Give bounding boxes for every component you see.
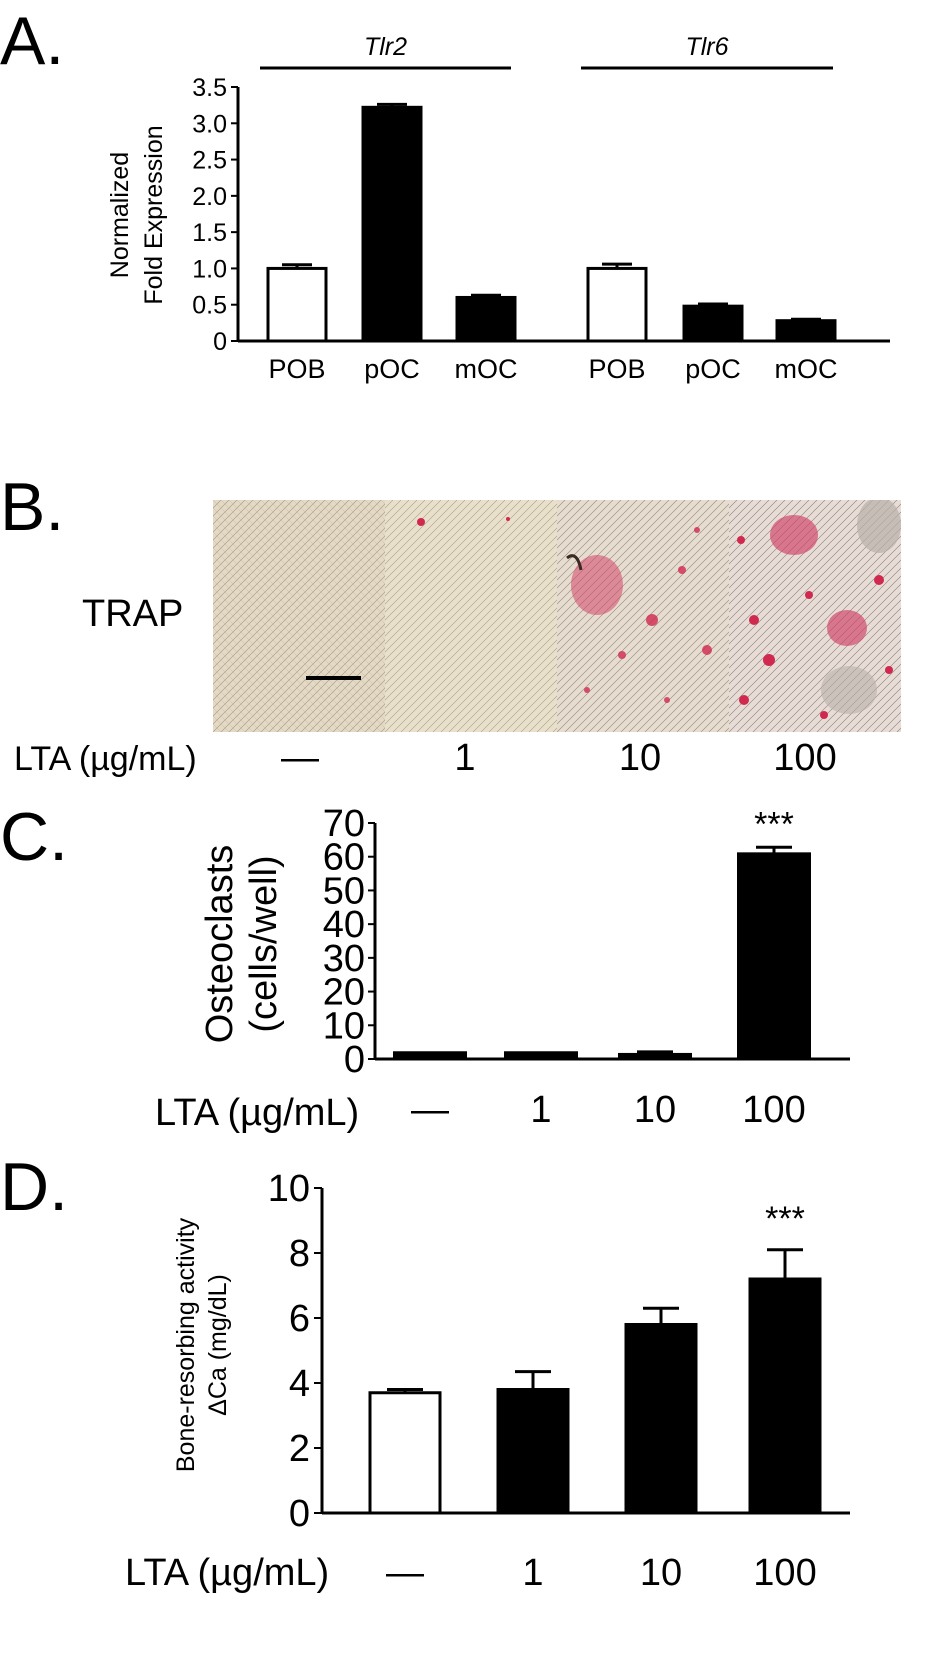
- y-axis-label-line-2: (cells/well): [243, 855, 285, 1032]
- y-tick-label: 2.5: [192, 147, 227, 175]
- y-tick-label: 10: [268, 1168, 310, 1210]
- y-tick-label: 3.5: [192, 74, 227, 102]
- panel-d-letter: D.: [0, 1149, 68, 1225]
- y-tick-label: 30: [323, 938, 365, 980]
- trap-micrograph-lta-100: [729, 500, 901, 732]
- x-tick-label: —: [411, 1089, 449, 1131]
- panel-b-condition-3: 100: [773, 737, 836, 779]
- y-axis-label-line-2: ΔCa (mg/dL): [204, 1274, 232, 1416]
- micrograph-image: [729, 500, 901, 732]
- y-tick-label: 0: [213, 328, 227, 356]
- bar: [361, 105, 423, 343]
- bar: [775, 319, 837, 343]
- chart-panel-a: 0 0.5 1.0 1.5 2.0 2.5 3.0 3.5 Normalized Fold Exp…: [106, 33, 890, 384]
- bar: [496, 1388, 570, 1515]
- bar: [266, 266, 328, 343]
- chart-panel-d: 0 2 4 6 8 10 Bone-resorbing activity ΔCa (mg/dL…: [125, 1168, 850, 1594]
- y-tick-label: 70: [323, 803, 365, 845]
- y-axis-label: Bone-resorbing activity ΔCa (mg/dL): [172, 1217, 232, 1472]
- x-tick-label: POB: [588, 354, 645, 384]
- y-axis-label: Osteoclasts(cells/well): [199, 845, 285, 1044]
- trap-micrograph-lta-10: [557, 500, 729, 732]
- x-axis-label: LTA (µg/mL): [155, 1092, 359, 1134]
- x-tick-label: pOC: [364, 354, 420, 384]
- panel-b-treatment-label: LTA (µg/mL): [14, 740, 197, 778]
- y-tick-label: 50: [323, 870, 365, 912]
- x-tick-label: pOC: [685, 354, 741, 384]
- y-tick-label: 0: [289, 1493, 310, 1535]
- panel-b-condition-0: —: [281, 737, 319, 779]
- y-tick-label: 2.0: [192, 183, 227, 211]
- group-label: Tlr6: [685, 33, 728, 61]
- significance-label: ***: [754, 805, 794, 843]
- x-tick-label: 10: [634, 1089, 676, 1131]
- x-tick-label: mOC: [455, 354, 518, 384]
- x-axis-label: LTA (µg/mL): [125, 1552, 329, 1594]
- group-label: Tlr2: [364, 33, 407, 61]
- bar: [682, 304, 744, 343]
- bar: [368, 1391, 442, 1515]
- bar: [624, 1323, 698, 1515]
- y-tick-label: 8: [289, 1233, 310, 1275]
- trap-micrograph-lta-1: [385, 500, 557, 732]
- x-tick-label: 10: [640, 1552, 682, 1594]
- bar: [737, 852, 811, 1060]
- y-tick-label: 2: [289, 1428, 310, 1470]
- y-tick-label: 10: [323, 1005, 365, 1047]
- y-tick-label: 4: [289, 1363, 310, 1405]
- y-tick-label: 40: [323, 904, 365, 946]
- y-axis-label-line-1: Osteoclasts: [199, 845, 241, 1044]
- x-tick-label: 1: [522, 1552, 543, 1594]
- panel-b-letter: B.: [0, 469, 64, 545]
- panel-b-condition-2: 10: [619, 737, 661, 779]
- y-tick-label: 1.0: [192, 255, 227, 283]
- y-axis-label-line-1: Normalized: [106, 152, 134, 278]
- y-tick-label: 1.5: [192, 219, 227, 247]
- x-tick-label: mOC: [775, 354, 838, 384]
- trap-label: TRAP: [82, 593, 183, 635]
- bar: [586, 266, 648, 343]
- micrograph-image: [385, 500, 557, 732]
- micrograph-image: [557, 500, 729, 732]
- panel-a-letter: A.: [0, 3, 64, 79]
- x-tick-label: —: [386, 1552, 424, 1594]
- bar: [748, 1277, 822, 1515]
- trap-micrograph-control: [213, 500, 385, 732]
- y-tick-label: 20: [323, 972, 365, 1014]
- y-tick-label: 6: [289, 1298, 310, 1340]
- significance-label: ***: [765, 1200, 805, 1238]
- bar: [618, 1052, 692, 1061]
- x-tick-label: 100: [742, 1089, 805, 1131]
- x-tick-label: 100: [753, 1552, 816, 1594]
- x-tick-label: POB: [268, 354, 325, 384]
- y-tick-label: 3.0: [192, 110, 227, 138]
- y-tick-label: 0: [344, 1039, 365, 1081]
- y-axis-label: Normalized Fold Expression: [106, 125, 168, 304]
- panel-b-condition-1: 1: [454, 737, 475, 779]
- bar: [393, 1051, 467, 1061]
- y-tick-label: 60: [323, 837, 365, 879]
- y-tick-label: 0.5: [192, 292, 227, 320]
- bar: [504, 1051, 578, 1061]
- micrograph-image: [213, 500, 385, 732]
- y-axis-label-line-2: Fold Expression: [140, 125, 168, 304]
- y-axis-label-line-1: Bone-resorbing activity: [172, 1217, 200, 1472]
- panel-c-letter: C.: [0, 799, 68, 875]
- bar: [455, 295, 517, 343]
- x-tick-label: 1: [530, 1089, 551, 1131]
